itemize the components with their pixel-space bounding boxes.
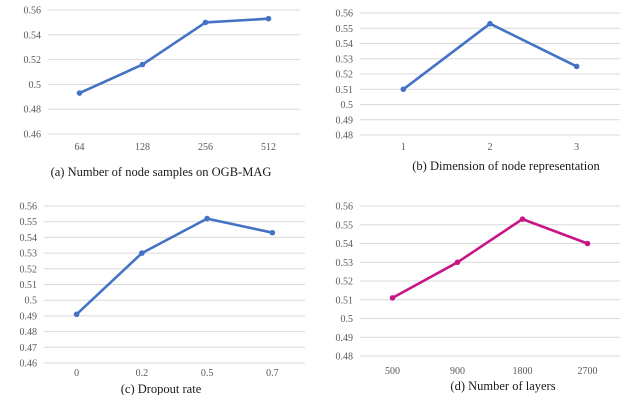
chart-c-xtick-label: 0 bbox=[74, 368, 79, 379]
chart-a-ytick-label: 0.52 bbox=[24, 55, 42, 66]
chart-a-caption: (a) Number of node samples on OGB-MAG bbox=[51, 165, 272, 179]
chart-c-ytick-label: 0.53 bbox=[20, 249, 38, 260]
chart-d-ytick-label: 0.48 bbox=[336, 352, 354, 363]
chart-a-data-point bbox=[202, 19, 209, 26]
chart-d-xtick-label: 900 bbox=[450, 366, 465, 377]
chart-d-caption: (d) Number of layers bbox=[450, 379, 555, 393]
chart-b-ytick-label: 0.53 bbox=[336, 54, 354, 65]
chart-c-ytick-label: 0.55 bbox=[20, 217, 38, 228]
chart-b-ytick-label: 0.56 bbox=[336, 9, 354, 20]
chart-c-ytick-label: 0.49 bbox=[20, 311, 38, 322]
chart-b-ytick-label: 0.55 bbox=[336, 24, 354, 35]
chart-d-xtick-label: 2700 bbox=[578, 366, 598, 377]
chart-a-ytick-label: 0.54 bbox=[24, 30, 42, 41]
chart-b-caption: (b) Dimension of node representation bbox=[412, 159, 600, 173]
chart-c-xtick-label: 0.7 bbox=[266, 368, 279, 379]
chart-b-ytick-label: 0.51 bbox=[336, 85, 354, 96]
chart-c-ytick-label: 0.54 bbox=[20, 233, 38, 244]
chart-c-data-point bbox=[204, 215, 210, 222]
chart-c-data-point bbox=[73, 311, 80, 318]
chart-d-ytick-label: 0.5 bbox=[341, 314, 354, 325]
chart-b-series-line bbox=[401, 22, 579, 91]
chart-d-data-point bbox=[584, 240, 591, 247]
chart-d-data-point bbox=[389, 295, 396, 301]
chart-d-ytick-label: 0.56 bbox=[336, 202, 354, 213]
chart-c-data-point bbox=[139, 250, 145, 256]
chart-b-ytick-label: 0.52 bbox=[336, 70, 354, 81]
chart-a-series-line bbox=[78, 17, 270, 95]
chart-d-series-line bbox=[391, 217, 589, 300]
chart-b-data-point bbox=[487, 20, 493, 27]
chart-c-ytick-label: 0.46 bbox=[20, 359, 38, 370]
chart-d-data-point bbox=[519, 216, 526, 222]
chart-a-xtick-label: 128 bbox=[135, 142, 150, 153]
chart-b-data-point bbox=[400, 86, 407, 93]
chart-c-ytick-label: 0.56 bbox=[20, 202, 38, 213]
chart-c-xtick-label: 0.5 bbox=[201, 368, 214, 379]
chart-b-ytick-label: 0.54 bbox=[336, 39, 354, 50]
chart-a-ytick-label: 0.56 bbox=[24, 6, 42, 17]
chart-c-xtick-label: 0.2 bbox=[136, 368, 149, 379]
chart-d-xtick-label: 500 bbox=[385, 366, 400, 377]
chart-d-ytick-label: 0.49 bbox=[336, 333, 354, 344]
chart-d-ytick-label: 0.53 bbox=[336, 258, 354, 269]
chart-c-ytick-label: 0.47 bbox=[20, 343, 38, 354]
chart-c-data-point bbox=[269, 229, 276, 236]
chart-a-data-point bbox=[76, 90, 83, 96]
chart-a-xtick-label: 256 bbox=[198, 142, 213, 153]
chart-d-ytick-label: 0.55 bbox=[336, 220, 354, 231]
chart-d-data-point bbox=[454, 259, 461, 266]
chart-a-data-point bbox=[265, 15, 272, 22]
chart-a-ytick-label: 0.5 bbox=[29, 80, 42, 91]
chart-a-data-point bbox=[139, 61, 146, 68]
chart-c-caption: (c) Dropout rate bbox=[121, 382, 202, 395]
chart-d-xtick-label: 1800 bbox=[513, 366, 533, 377]
chart-b-ytick-label: 0.48 bbox=[336, 131, 354, 142]
chart-b-xtick-label: 3 bbox=[574, 142, 579, 153]
chart-c-ytick-label: 0.5 bbox=[25, 296, 38, 307]
chart-b-xtick-label: 1 bbox=[401, 142, 406, 153]
chart-a-ytick-label: 0.48 bbox=[24, 105, 42, 116]
chart-b-data-point bbox=[573, 63, 580, 70]
chart-a-ytick-label: 0.46 bbox=[24, 130, 42, 141]
chart-b-xtick-label: 2 bbox=[488, 142, 493, 153]
chart-c-ytick-label: 0.52 bbox=[20, 264, 38, 275]
chart-c-ytick-label: 0.51 bbox=[20, 280, 38, 291]
chart-d-ytick-label: 0.52 bbox=[336, 277, 354, 288]
chart-c-ytick-label: 0.48 bbox=[20, 327, 38, 338]
chart-a-xtick-label: 512 bbox=[261, 142, 276, 153]
chart-b-ytick-label: 0.49 bbox=[336, 115, 354, 126]
chart-c-series-line bbox=[75, 217, 274, 316]
chart-b-ytick-label: 0.5 bbox=[341, 100, 354, 111]
chart-d-ytick-label: 0.51 bbox=[336, 295, 354, 306]
chart-a-xtick-label: 64 bbox=[75, 142, 85, 153]
chart-d-ytick-label: 0.54 bbox=[336, 239, 354, 250]
